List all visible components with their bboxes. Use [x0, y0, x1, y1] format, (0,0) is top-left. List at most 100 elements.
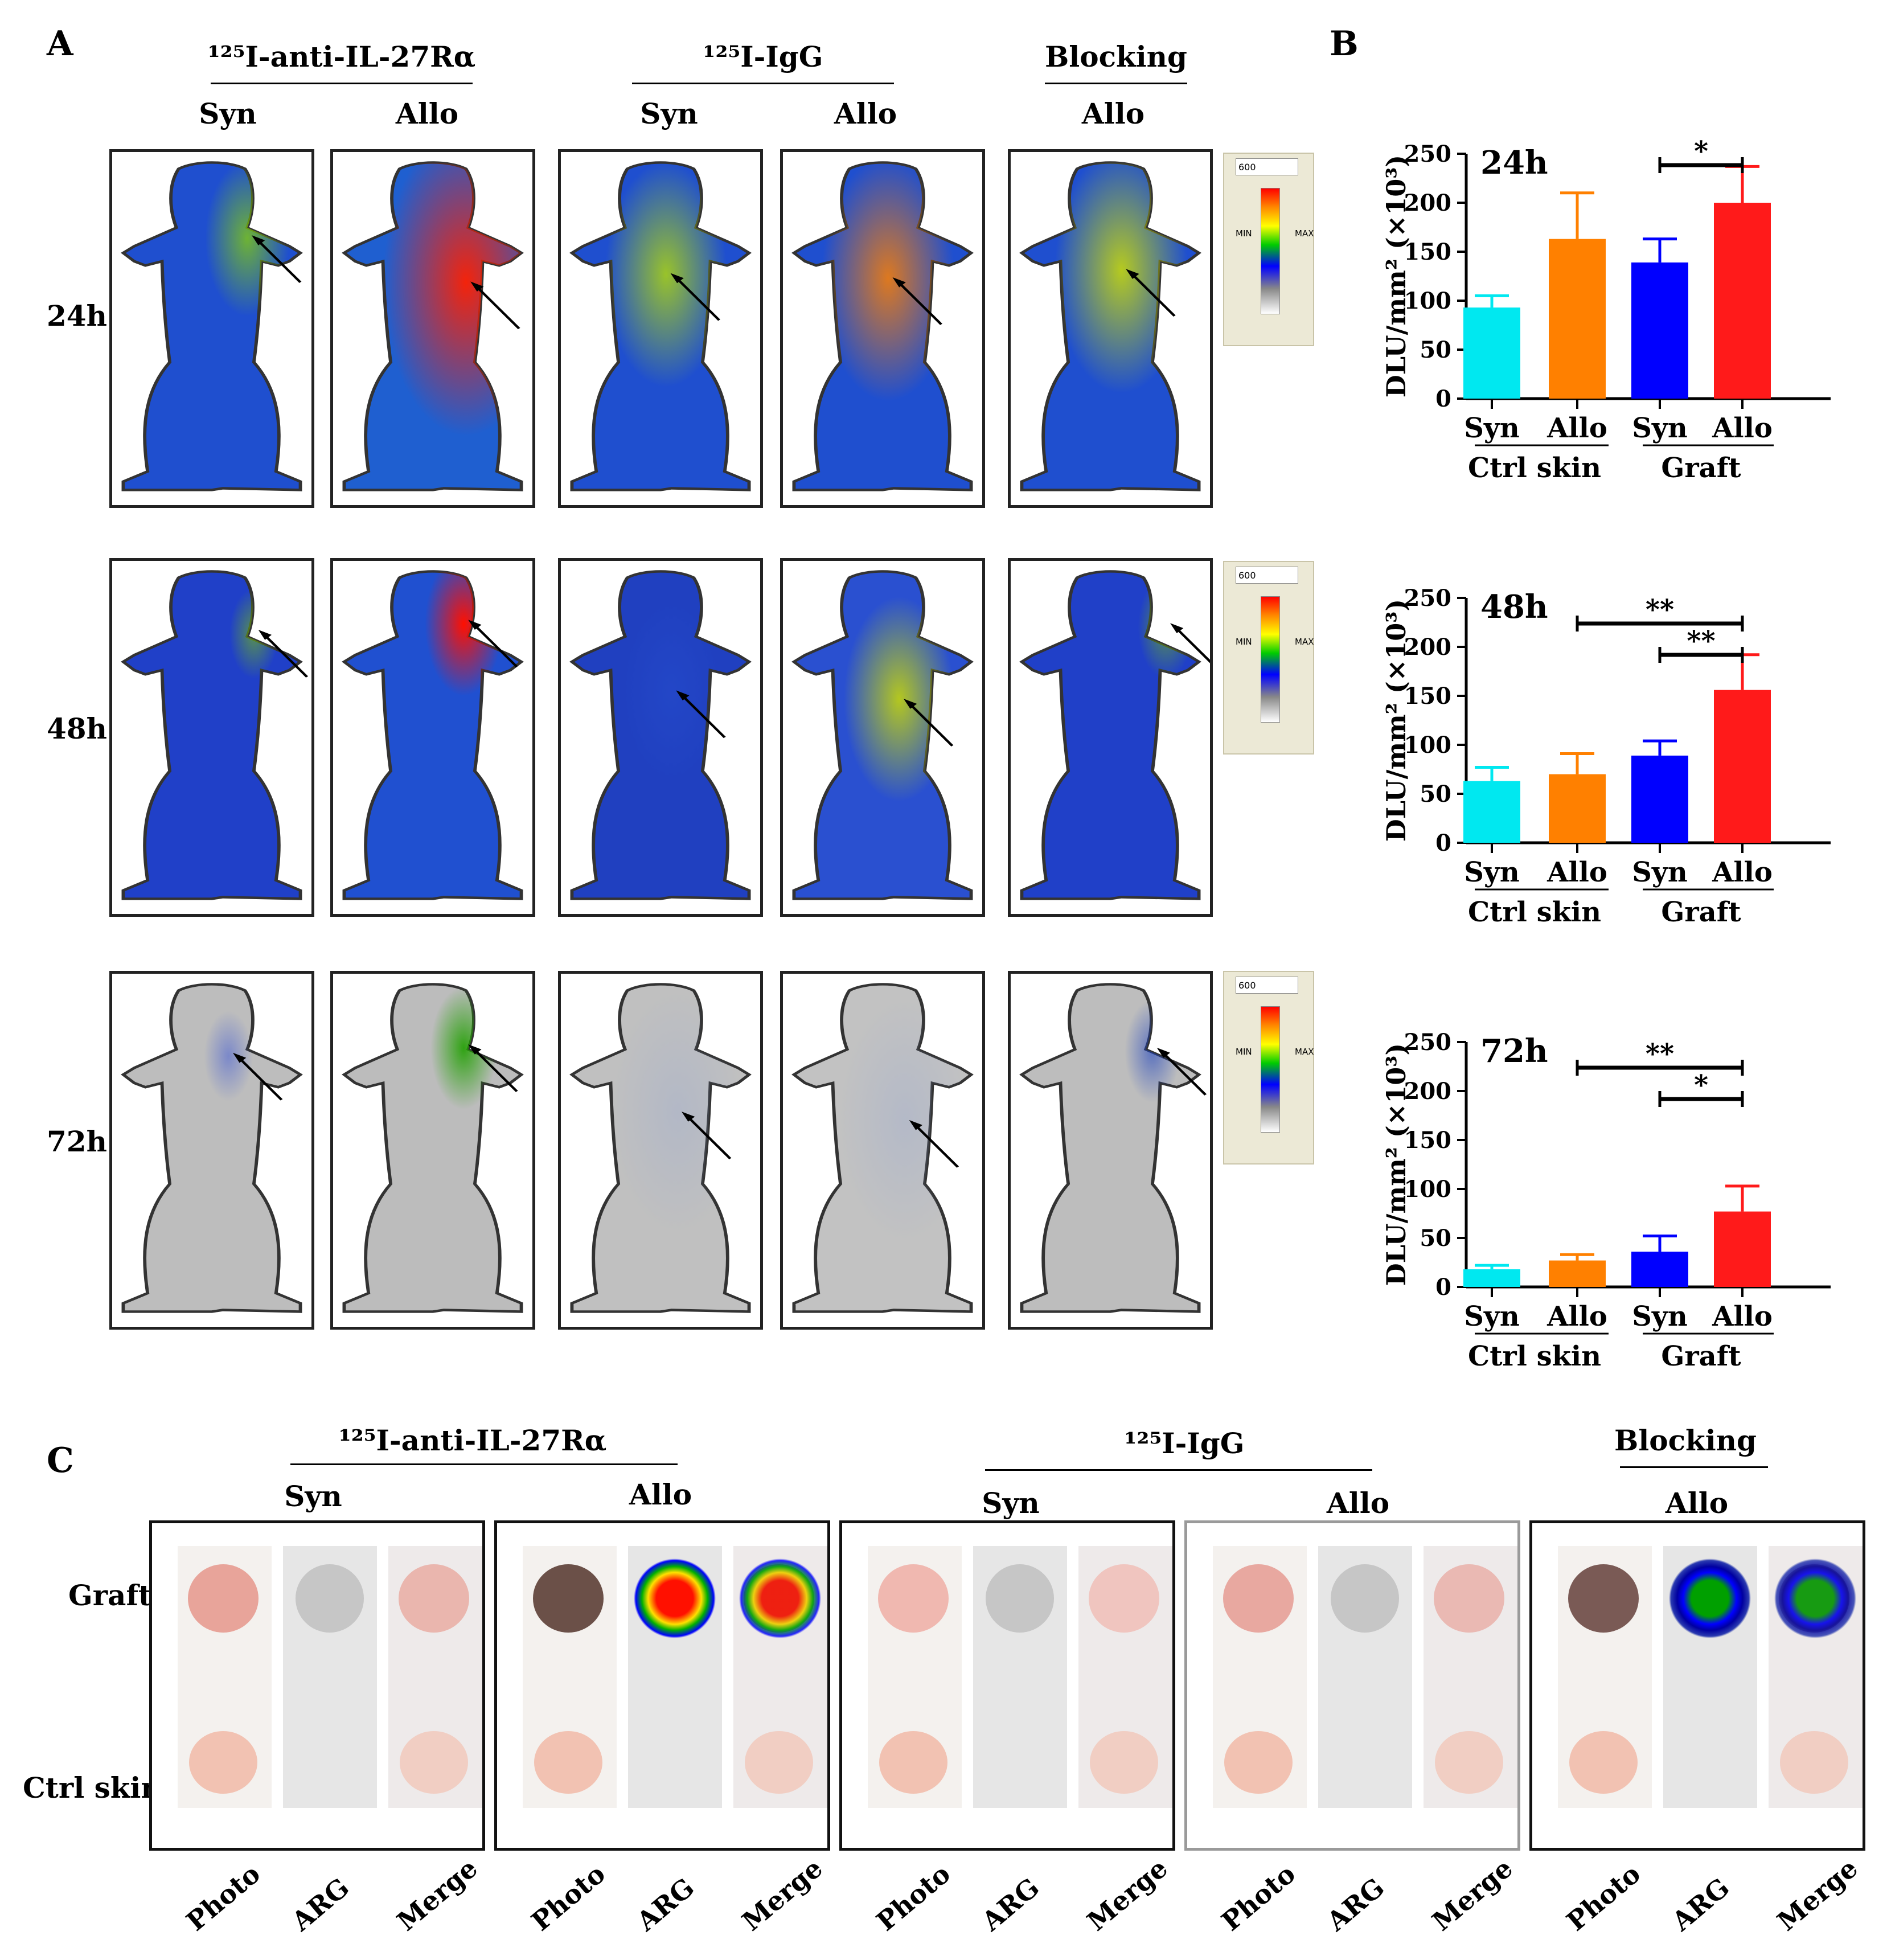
row-label-72h: 72h	[47, 1125, 107, 1158]
mouse-scan-image	[558, 149, 763, 508]
group-label: Ctrl skin	[1468, 1340, 1601, 1372]
strip-label-arg: ARG	[631, 1872, 700, 1937]
chart-title: 24h	[1480, 144, 1548, 182]
bar	[1463, 307, 1520, 399]
ex-vivo-panel	[494, 1520, 830, 1851]
x-tick-label: Allo	[1712, 412, 1773, 444]
c-box-4-label: Allo	[1326, 1486, 1390, 1520]
y-tick-label: 200	[1404, 634, 1452, 661]
scale-max-value: 600	[1236, 158, 1298, 175]
panel-a-group-1-label: ¹²⁵I-anti-IL-27Rα	[207, 40, 476, 73]
scale-max-label: MAX	[1295, 637, 1314, 647]
bar	[1714, 203, 1771, 399]
x-tick-label: Syn	[1632, 856, 1687, 888]
mouse-scan-image	[109, 971, 314, 1330]
y-tick-label: 100	[1404, 288, 1452, 314]
panel-c-group-3-label: Blocking	[1614, 1424, 1757, 1457]
y-tick-label: 100	[1404, 732, 1452, 758]
intensity-scale-24h: 600 MIN MAX	[1223, 153, 1314, 346]
bar	[1549, 774, 1606, 843]
photo-strip	[868, 1546, 962, 1808]
strip-label-merge: Merge	[391, 1852, 483, 1937]
panel-a-group-3-label: Blocking	[1045, 40, 1187, 73]
panel-c-group-2-underline	[985, 1469, 1372, 1471]
y-tick-label: 150	[1404, 239, 1452, 265]
bar	[1631, 262, 1688, 399]
scale-gradient	[1261, 188, 1280, 314]
arg-strip	[1663, 1546, 1757, 1808]
scale-max-value: 600	[1236, 567, 1298, 584]
strip-label-merge: Merge	[1081, 1852, 1174, 1937]
significance-label: *	[1694, 1069, 1708, 1101]
c-row-label-graft: Graft	[68, 1578, 152, 1612]
mouse-scan-image	[109, 149, 314, 508]
y-axis-label: DLU/mm² (×10³)	[1381, 599, 1412, 842]
c-box-1-label: Syn	[284, 1479, 342, 1513]
merge-strip	[1424, 1546, 1517, 1808]
x-tick-label: Syn	[1632, 412, 1687, 444]
row-label-48h: 48h	[47, 712, 107, 745]
strip-label-photo: Photo	[526, 1858, 612, 1937]
ex-vivo-panel	[1184, 1520, 1520, 1851]
c-box-5-label: Allo	[1665, 1486, 1729, 1520]
col-header-allo-1: Allo	[395, 97, 459, 130]
y-tick-label: 250	[1404, 141, 1452, 167]
arg-strip	[283, 1546, 377, 1808]
photo-strip	[178, 1546, 272, 1808]
significance-label: *	[1694, 136, 1708, 167]
mouse-scan-image	[330, 971, 535, 1330]
y-tick-label: 0	[1435, 830, 1451, 856]
group-label: Ctrl skin	[1468, 452, 1601, 484]
y-tick-label: 250	[1404, 1029, 1452, 1056]
y-tick-label: 150	[1404, 1127, 1452, 1154]
panel-a-group-3-underline	[1045, 83, 1187, 84]
y-tick-label: 0	[1435, 386, 1451, 412]
x-tick-label: Allo	[1712, 1301, 1773, 1332]
y-tick-label: 50	[1420, 781, 1451, 807]
bar	[1463, 781, 1520, 843]
chart-title: 72h	[1480, 1032, 1548, 1070]
col-header-syn-2: Syn	[640, 97, 698, 130]
mouse-scan-image	[109, 558, 314, 917]
strip-label-photo: Photo	[1561, 1858, 1647, 1937]
x-tick-label: Syn	[1464, 412, 1519, 444]
c-row-label-ctrl-skin: Ctrl skin	[23, 1771, 162, 1805]
y-tick-label: 250	[1404, 585, 1452, 612]
bar	[1631, 1252, 1688, 1287]
y-axis-label: DLU/mm² (×10³)	[1381, 1043, 1412, 1286]
y-tick-label: 200	[1404, 1078, 1452, 1105]
merge-strip	[1769, 1546, 1863, 1808]
x-tick-label: Allo	[1712, 856, 1773, 888]
panel-c-group-3-underline	[1620, 1466, 1768, 1468]
mouse-scan-image	[780, 971, 985, 1330]
group-label: Ctrl skin	[1468, 896, 1601, 928]
strip-label-photo: Photo	[181, 1858, 266, 1937]
bar	[1549, 1260, 1606, 1287]
col-header-allo-3: Allo	[1081, 97, 1145, 130]
row-label-24h: 24h	[47, 299, 107, 333]
x-tick-label: Allo	[1546, 856, 1607, 888]
mouse-scan-image	[780, 558, 985, 917]
strip-label-arg: ARG	[286, 1872, 355, 1937]
col-header-allo-2: Allo	[834, 97, 897, 130]
strip-label-arg: ARG	[976, 1872, 1045, 1937]
y-tick-label: 50	[1420, 337, 1451, 363]
x-tick-label: Syn	[1464, 1301, 1519, 1332]
scale-max-label: MAX	[1295, 1047, 1314, 1057]
scale-gradient	[1261, 596, 1280, 723]
arg-strip	[1318, 1546, 1412, 1808]
bar	[1463, 1269, 1520, 1287]
mouse-scan-image	[1008, 558, 1213, 917]
scale-min-label: MIN	[1236, 228, 1252, 239]
x-tick-label: Syn	[1632, 1301, 1687, 1332]
intensity-scale-72h: 600 MIN MAX	[1223, 971, 1314, 1164]
y-tick-label: 150	[1404, 683, 1452, 710]
scale-min-label: MIN	[1236, 637, 1252, 647]
panel-c-group-1-underline	[290, 1463, 678, 1465]
y-tick-label: 100	[1404, 1176, 1452, 1203]
c-box-2-label: Allo	[629, 1478, 692, 1511]
bar	[1714, 1211, 1771, 1287]
mouse-scan-image	[330, 149, 535, 508]
